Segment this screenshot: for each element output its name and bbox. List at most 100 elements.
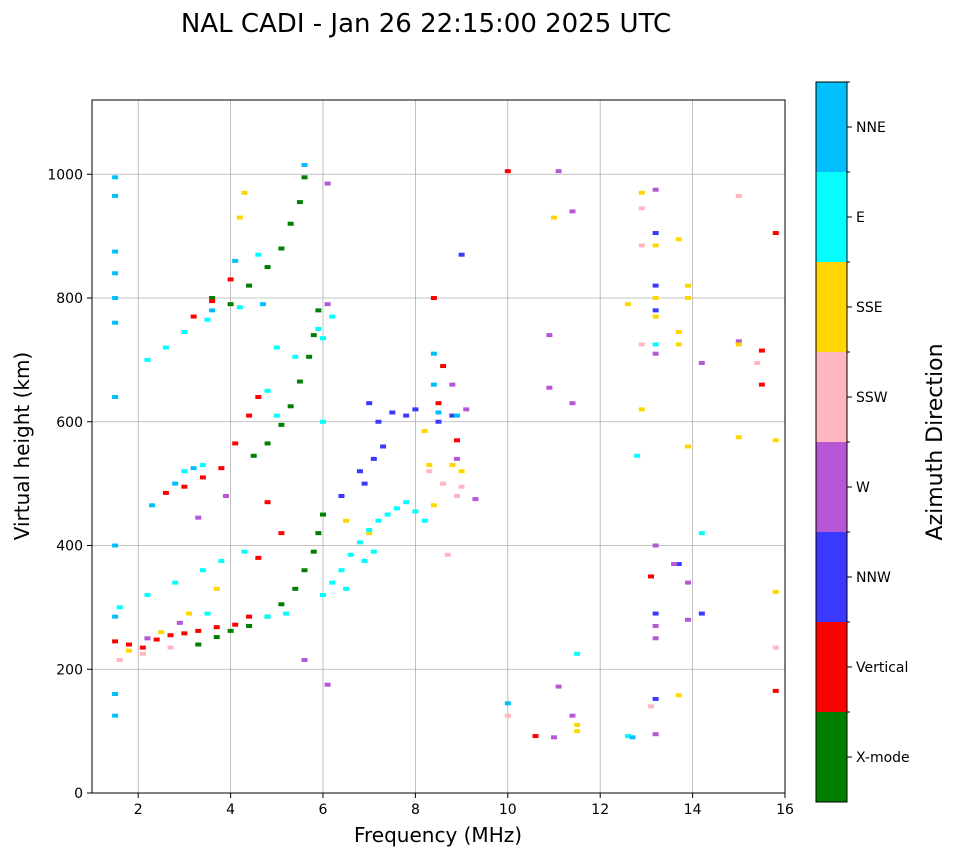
data-point-sse xyxy=(574,722,581,727)
data-point-vertical xyxy=(504,169,511,174)
data-point-vertical xyxy=(162,490,169,495)
data-point-sse xyxy=(735,342,742,347)
data-point-sse xyxy=(551,215,557,220)
data-point-x-mode xyxy=(213,635,220,640)
data-point-sse xyxy=(772,438,779,443)
data-point-e xyxy=(320,593,326,597)
data-point-e xyxy=(384,512,391,517)
data-point-nne xyxy=(190,466,197,471)
data-point-nnw xyxy=(652,283,659,288)
data-point-sse xyxy=(458,469,465,474)
data-point-w xyxy=(698,360,705,365)
colorbar-tick-label: SSE xyxy=(856,300,883,316)
data-point-vertical xyxy=(153,637,160,642)
data-point-e xyxy=(320,419,326,424)
data-point-x-mode xyxy=(278,422,285,427)
y-tick-label: 600 xyxy=(56,415,83,431)
data-point-w xyxy=(684,617,691,622)
data-point-sse xyxy=(675,330,682,335)
data-point-x-mode xyxy=(296,200,303,205)
data-point-sse xyxy=(652,296,659,300)
x-tick-label: 4 xyxy=(226,802,235,818)
data-point-vertical xyxy=(218,466,225,471)
data-point-vertical xyxy=(453,438,460,443)
data-point-w xyxy=(569,209,576,214)
data-point-vertical xyxy=(125,642,132,647)
data-point-e xyxy=(315,326,322,331)
data-point-nne xyxy=(112,614,119,619)
data-point-nnw xyxy=(652,611,659,616)
data-point-w xyxy=(735,339,742,344)
data-point-sse xyxy=(158,630,165,635)
data-point-nne xyxy=(232,258,239,263)
data-point-e xyxy=(162,345,169,350)
colorbar-segment-vertical xyxy=(816,622,847,712)
data-point-e xyxy=(255,252,262,257)
data-point-e xyxy=(366,528,373,533)
data-point-sse xyxy=(624,302,631,307)
data-point-e xyxy=(412,509,419,514)
data-point-x-mode xyxy=(227,302,234,307)
data-point-sse xyxy=(366,531,373,536)
data-point-e xyxy=(329,314,336,319)
data-point-w xyxy=(569,401,576,406)
data-point-e xyxy=(361,558,368,563)
data-point-e xyxy=(356,540,363,545)
data-point-sse xyxy=(574,729,581,734)
data-point-nnw xyxy=(458,252,465,257)
data-point-vertical xyxy=(232,622,239,627)
data-point-nnw xyxy=(652,696,659,701)
data-point-x-mode xyxy=(209,296,216,300)
data-point-e xyxy=(218,558,225,563)
data-point-nne xyxy=(259,302,266,307)
data-point-sse xyxy=(213,586,220,591)
data-point-vertical xyxy=(232,441,239,446)
colorbar-segment-w xyxy=(816,442,847,532)
data-point-e xyxy=(343,586,350,591)
data-point-vertical xyxy=(167,633,174,638)
data-point-vertical xyxy=(772,231,779,236)
data-point-w xyxy=(546,333,553,338)
data-point-vertical xyxy=(112,639,119,644)
data-point-nne xyxy=(112,271,119,276)
data-point-ssw xyxy=(638,342,645,347)
data-point-w xyxy=(652,543,659,548)
x-tick-label: 14 xyxy=(684,802,702,818)
data-point-ssw xyxy=(167,645,174,650)
data-point-nnw xyxy=(449,413,456,418)
data-point-x-mode xyxy=(264,265,271,270)
data-point-ssw xyxy=(440,481,447,486)
data-point-ssw xyxy=(735,193,742,198)
data-point-e xyxy=(338,568,345,573)
data-point-vertical xyxy=(181,631,188,636)
y-tick-label: 1000 xyxy=(47,167,83,183)
data-point-nne xyxy=(504,701,511,706)
data-point-vertical xyxy=(199,475,206,480)
data-point-e xyxy=(236,305,243,310)
data-point-sse xyxy=(449,463,456,468)
data-point-nnw xyxy=(375,419,382,424)
data-point-sse xyxy=(652,314,659,319)
data-point-ssw xyxy=(116,657,123,662)
data-point-nnw xyxy=(652,231,659,236)
data-point-x-mode xyxy=(246,283,253,288)
data-point-x-mode xyxy=(310,549,317,554)
colorbar-segment-nnw xyxy=(816,532,847,622)
x-tick-label: 6 xyxy=(319,802,328,818)
data-point-x-mode xyxy=(315,531,322,536)
data-point-nnw xyxy=(361,481,368,486)
colorbar-label: Azimuth Direction xyxy=(923,343,948,540)
data-point-vertical xyxy=(758,348,765,353)
data-point-nne xyxy=(112,713,119,718)
data-point-nnw xyxy=(412,407,419,412)
data-point-nne xyxy=(112,543,119,548)
data-point-x-mode xyxy=(278,246,285,251)
data-point-x-mode xyxy=(264,441,271,446)
data-point-e xyxy=(144,593,151,597)
data-point-w xyxy=(222,494,229,498)
data-point-e xyxy=(329,580,336,585)
y-tick-label: 800 xyxy=(56,291,83,307)
data-point-e xyxy=(116,605,123,610)
x-tick-label: 12 xyxy=(591,802,609,818)
data-point-vertical xyxy=(190,314,197,319)
